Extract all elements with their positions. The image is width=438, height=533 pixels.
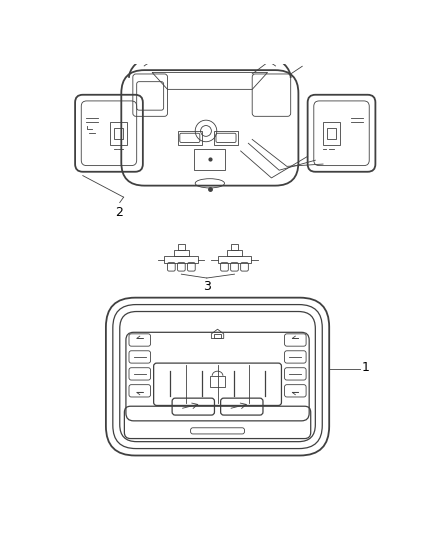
Bar <box>323 122 340 145</box>
Bar <box>194 149 225 170</box>
Bar <box>231 244 238 251</box>
Bar <box>215 334 221 338</box>
Bar <box>214 131 238 145</box>
Text: 3: 3 <box>203 280 211 293</box>
Bar <box>110 122 127 145</box>
Bar <box>173 251 189 256</box>
Text: 2: 2 <box>115 206 123 220</box>
Bar <box>227 251 242 256</box>
Bar <box>218 256 251 263</box>
Text: 1: 1 <box>361 361 369 374</box>
Bar <box>210 376 225 386</box>
Bar <box>177 244 185 251</box>
Bar <box>113 128 123 139</box>
Bar <box>177 131 202 145</box>
Bar <box>327 128 336 139</box>
Bar <box>164 256 198 263</box>
